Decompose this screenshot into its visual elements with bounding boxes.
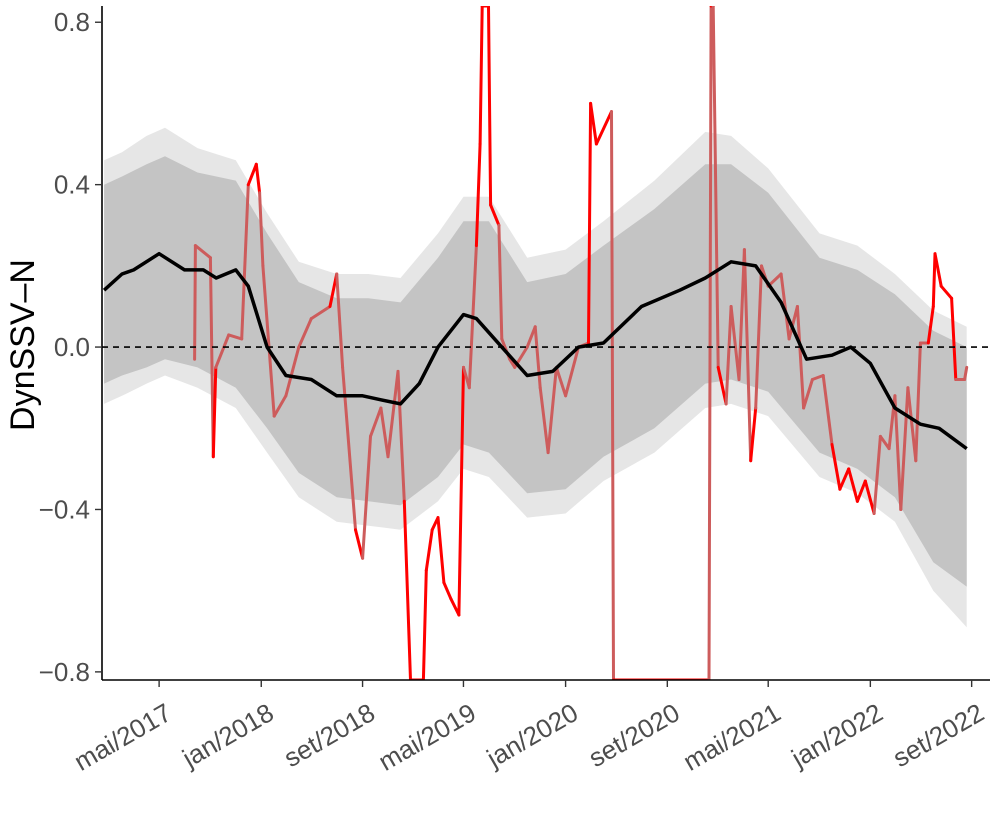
observed-segment (478, 6, 484, 146)
observed-segment (240, 183, 250, 341)
y-axis-title: DynSSV–N (4, 259, 42, 431)
observed-segment (538, 386, 550, 455)
y-axis-ticks: −0.8 −0.4 0.0 0.4 0.8 (39, 7, 102, 687)
y-tick-label: 0.4 (54, 170, 90, 200)
observed-segment (421, 568, 428, 680)
observed-segment (950, 296, 958, 381)
observed-segment (830, 443, 842, 491)
observed-segment (838, 467, 851, 491)
observed-segment (487, 6, 493, 207)
observed-segment (795, 305, 806, 410)
x-tick-label: jan/2022 (785, 697, 887, 773)
observed-segment (227, 333, 244, 341)
observed-segment (297, 317, 313, 349)
observed-segment (711, 6, 720, 369)
observed-segment (787, 305, 799, 341)
observed-segment (810, 374, 825, 381)
observed-segment (906, 386, 918, 463)
observed-segment (863, 479, 876, 515)
observed-segment (802, 378, 814, 410)
observed-segment (261, 264, 276, 418)
x-tick-label: jan/2020 (481, 697, 583, 773)
observed-segment (737, 248, 746, 381)
observed-segment (931, 252, 937, 308)
x-tick-label: mai/2021 (678, 697, 786, 776)
observed-segment (457, 365, 465, 617)
observed-segment (335, 272, 345, 369)
observed-segment (386, 369, 400, 459)
x-tick-label: mai/2019 (373, 697, 481, 776)
observed-segment (442, 581, 453, 601)
observed-segment (284, 345, 301, 398)
observed-segment (396, 369, 406, 503)
x-tick-label: set/2018 (279, 697, 380, 773)
observed-segment (424, 528, 434, 572)
observed-segment (963, 365, 969, 381)
observed-segment (754, 264, 763, 410)
uncertainty-bands (104, 127, 967, 628)
observed-segment (707, 6, 713, 680)
observed-series (193, 6, 969, 680)
observed-segment (193, 244, 197, 361)
x-tick-label: mai/2017 (69, 697, 177, 776)
observed-segment (554, 365, 568, 398)
x-tick-label: set/2020 (583, 697, 684, 773)
observed-segment (742, 248, 753, 463)
observed-segment (589, 101, 598, 146)
observed-segment (474, 142, 482, 248)
observed-segment (926, 305, 935, 345)
observed-segment (193, 244, 212, 260)
mean-line (102, 251, 968, 451)
observed-segment (272, 394, 288, 418)
observed-segment (489, 203, 501, 227)
observed-segment (402, 499, 412, 680)
observed-segment (724, 305, 733, 406)
observed-segment (914, 341, 922, 463)
observed-segment (878, 434, 891, 451)
observed-segment (899, 386, 910, 511)
observed-segment (361, 434, 372, 560)
observed-segment (847, 467, 859, 503)
observed-segment (533, 325, 542, 390)
observed-segment (246, 162, 258, 187)
axes (101, 6, 990, 681)
observed-segment (546, 365, 558, 455)
y-tick-label: 0.0 (54, 332, 90, 362)
x-tick-label: jan/2018 (176, 697, 278, 773)
observed-segment (610, 110, 615, 680)
observed-segment (369, 406, 383, 438)
y-tick-label: −0.4 (39, 494, 90, 524)
observed-segment (729, 305, 741, 381)
observed-segment (855, 479, 867, 503)
observed-segment (716, 365, 728, 406)
y-tick-label: −0.8 (39, 657, 90, 687)
observed-segment (214, 333, 231, 369)
observed-segment (309, 305, 332, 321)
observed-segment (872, 434, 882, 515)
inner-band (104, 156, 967, 587)
observed-segment (779, 272, 791, 341)
observed-segment (436, 516, 446, 585)
observed-segment (587, 101, 593, 345)
observed-segment (211, 365, 218, 459)
observed-segment (933, 252, 943, 288)
x-tick-label: set/2022 (888, 697, 989, 773)
observed-segment (254, 162, 262, 195)
observed-segment (379, 406, 390, 459)
observed-segment (939, 284, 954, 300)
mean-series (102, 251, 968, 451)
y-tick-label: 0.8 (54, 7, 90, 37)
observed-segment (893, 394, 903, 511)
observed-segment (258, 191, 265, 268)
observed-segment (594, 110, 613, 146)
observed-segment (525, 325, 537, 349)
observed-segment (821, 374, 834, 446)
observed-segment (564, 345, 580, 398)
observed-segment (749, 406, 758, 463)
observed-segment (497, 223, 504, 341)
